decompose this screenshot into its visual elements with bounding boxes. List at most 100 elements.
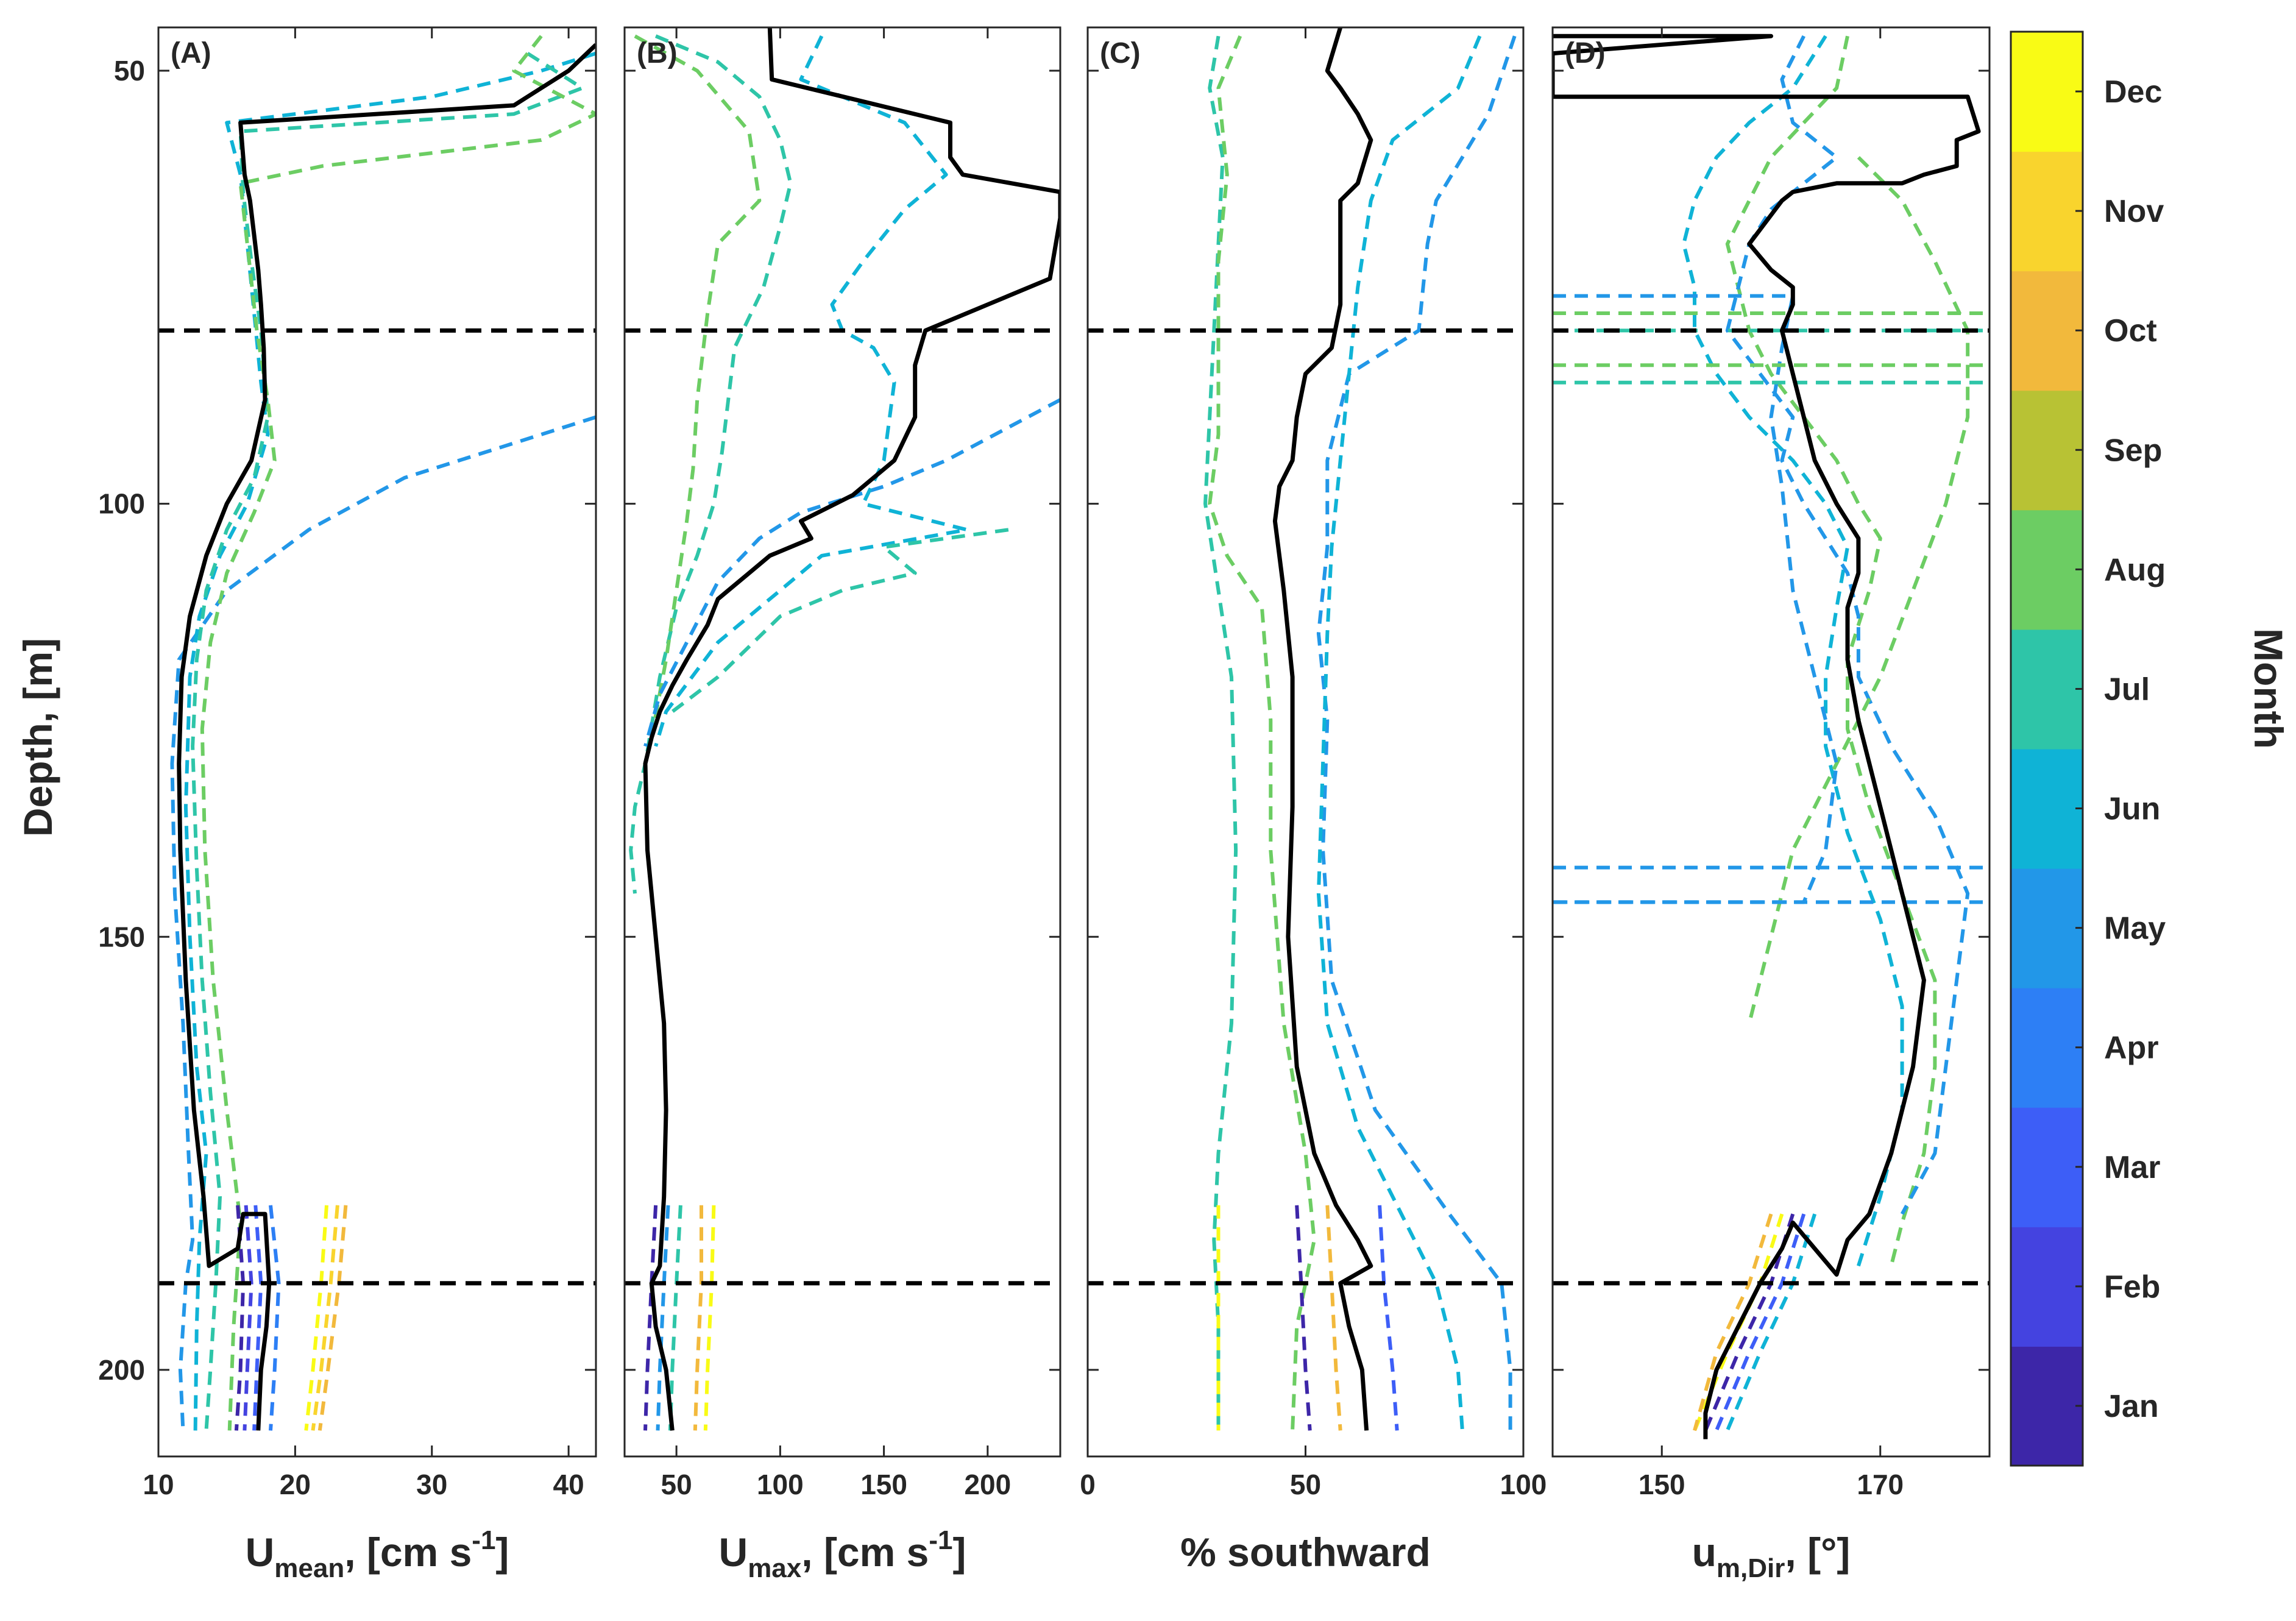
- colorbar-label-apr: Apr: [2104, 1030, 2159, 1066]
- month-profile-may-2: [656, 1205, 670, 1431]
- panel-frame: [1086, 26, 1525, 1458]
- mean-profile-line: [1272, 27, 1373, 1431]
- x-tick-label: 40: [553, 1469, 584, 1500]
- colorbar-swatch-nov: [2011, 151, 2083, 272]
- y-tick-label: 50: [114, 55, 145, 87]
- panel-frame: [157, 26, 597, 1458]
- colorbar-swatch-jul: [2011, 629, 2083, 750]
- colorbar-label-may: May: [2104, 911, 2166, 946]
- month-profile-dec: [703, 1205, 716, 1431]
- panel-letter: (C): [1100, 37, 1141, 69]
- colorbar-label-jul: Jul: [2104, 672, 2150, 707]
- colorbar-label-oct: Oct: [2104, 313, 2157, 349]
- y-axis-title: Depth, [m]: [15, 638, 60, 837]
- x-tick-label: 30: [416, 1469, 447, 1500]
- colorbar-label-mar: Mar: [2104, 1150, 2160, 1185]
- month-profile-aug-2: [1747, 156, 1970, 1024]
- x-tick-label: 50: [661, 1469, 692, 1500]
- month-profile-aug: [634, 34, 762, 738]
- x-axis-label: Umean, [cm s-1]: [246, 1525, 509, 1583]
- month-profile-jan: [234, 1205, 246, 1431]
- x-axis-label: um,Dir, [°]: [1692, 1530, 1851, 1583]
- colorbar-label-dec: Dec: [2104, 74, 2162, 110]
- colorbar-title: Month: [2246, 628, 2291, 749]
- month-profile-aug: [1208, 35, 1316, 1431]
- month-profile-jul-3: [668, 1205, 682, 1431]
- x-tick-label: 50: [1290, 1469, 1321, 1500]
- month-profile-jan: [1704, 1213, 1795, 1431]
- month-profile-feb: [243, 1205, 253, 1431]
- month-profile-apr: [269, 1205, 281, 1431]
- colorbar-swatch-jun: [2011, 748, 2083, 869]
- panel-4: 150 170 (D) um,Dir, [°]: [1551, 26, 1991, 1583]
- colorbar-swatch-jan: [2011, 1346, 2083, 1466]
- x-tick-label: 170: [1857, 1469, 1904, 1500]
- panel-1-series: [170, 35, 596, 1431]
- month-profile-may: [1316, 35, 1517, 1431]
- month-profile-oct: [693, 1205, 703, 1431]
- month-profile-jun: [183, 51, 596, 1431]
- panel-3-series: [1203, 27, 1517, 1431]
- x-tick-label: 100: [1500, 1469, 1547, 1500]
- month-profile-nov: [311, 1205, 339, 1431]
- month-profile-jun: [1682, 35, 1904, 1267]
- panel-letter: (D): [1565, 37, 1606, 69]
- x-tick-label: 10: [143, 1469, 174, 1500]
- month-profile-jul: [629, 34, 793, 894]
- colorbar-swatch-may: [2011, 868, 2083, 988]
- panels: 50 100 150 200 10 20 30 40 (A) Umean, [cm s-1] 50 1…: [98, 26, 1991, 1583]
- y-axis-label: Depth, [m]: [15, 638, 60, 837]
- panel-letter: (A): [171, 37, 211, 69]
- month-profile-oct: [1693, 1213, 1773, 1431]
- x-tick-label: 200: [964, 1469, 1011, 1500]
- month-profile-mar: [252, 1205, 263, 1431]
- colorbar-swatch-mar: [2011, 1107, 2083, 1227]
- colorbar-label-aug: Aug: [2104, 552, 2166, 587]
- colorbar-label-jan: Jan: [2104, 1389, 2159, 1424]
- month-profile-may: [1725, 35, 1970, 1215]
- colorbar-swatch-feb: [2011, 1226, 2083, 1347]
- month-profile-jun: [654, 35, 969, 747]
- mean-profile-line: [177, 43, 596, 1431]
- x-tick-label: 150: [860, 1469, 907, 1500]
- y-tick-label: 150: [98, 921, 145, 952]
- colorbar-swatch-aug: [2011, 509, 2083, 630]
- colorbar-swatch-apr: [2011, 987, 2083, 1108]
- colorbar-swatch-dec: [2011, 32, 2083, 152]
- x-tick-label: 0: [1080, 1469, 1096, 1500]
- colorbar-swatch-oct: [2011, 271, 2083, 391]
- panel-2-series: [629, 27, 1060, 1431]
- panel-frame: [1551, 26, 1991, 1458]
- colorbar-label-jun: Jun: [2104, 792, 2160, 827]
- x-tick-label: 100: [757, 1469, 804, 1500]
- month-profile-aug: [1725, 35, 1937, 1267]
- month-profile-may: [170, 415, 596, 1431]
- y-tick-label: 200: [98, 1354, 145, 1386]
- colorbar-label-feb: Feb: [2104, 1269, 2160, 1305]
- month-profile-jul: [1203, 35, 1238, 1431]
- colorbar-swatch-sep: [2011, 390, 2083, 511]
- panel-3: 0 50 100 (C) % southward: [1080, 26, 1547, 1575]
- panel-4-series: [1553, 34, 1990, 1439]
- month-profile-jul-2: [671, 528, 1009, 714]
- month-profile-jun: [1316, 35, 1482, 1431]
- month-profile-may: [643, 398, 1060, 747]
- x-tick-label: 150: [1639, 1469, 1685, 1500]
- x-tick-label: 20: [280, 1469, 311, 1500]
- x-axis-label: Umax, [cm s-1]: [719, 1525, 966, 1583]
- month-profile-oct: [317, 1205, 348, 1431]
- month-profile-aug: [200, 35, 596, 1431]
- colorbar-label-sep: Sep: [2104, 433, 2162, 468]
- colorbar-label-nov: Nov: [2104, 194, 2164, 229]
- x-axis-label: % southward: [1180, 1530, 1431, 1575]
- month-profile-jan: [643, 1205, 658, 1431]
- month-profile-jun-2: [1726, 1213, 1817, 1431]
- mean-profile-line: [643, 27, 1060, 1431]
- month-profile-dec: [304, 1205, 328, 1431]
- panel-frame: [623, 26, 1061, 1458]
- month-profile-jul: [191, 52, 584, 1431]
- colorbar-frame: [2010, 30, 2084, 1467]
- month-profile-mar: [1378, 1205, 1399, 1431]
- mean-profile-line: [1553, 34, 1981, 1439]
- panel-1: 50 100 150 200 10 20 30 40 (A) Umean, [cm s-1]: [98, 26, 597, 1583]
